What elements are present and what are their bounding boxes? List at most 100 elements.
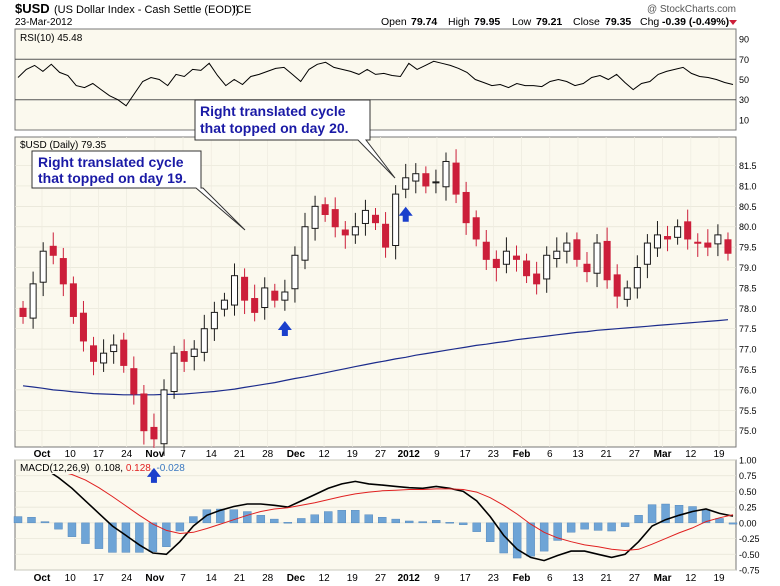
x-tick-label: Dec [287,573,306,584]
candle-body [79,312,87,342]
candle-body [361,209,369,224]
candle-body [311,205,319,229]
histogram-bar [553,522,562,541]
histogram-bar [189,516,198,524]
price-label-bg [17,139,147,151]
histogram-bar [243,511,252,524]
candle-body [593,242,601,274]
up-arrow-icon [277,321,292,336]
histogram-bar [715,518,724,524]
low-label: Low [512,16,532,28]
rsi-y-axis: 90 70 50 30 10 [739,35,749,126]
candle-body [724,239,732,254]
x-tick-label: 9 [434,573,440,584]
candle-body [613,274,621,297]
macd-panel [14,459,737,571]
x-tick-label: 2012 [398,449,421,460]
histogram-bar [418,521,427,524]
candle-body [603,240,611,281]
signal-line-series [17,469,734,552]
histogram-bar [634,515,643,524]
up-arrow-icon [146,467,161,483]
histogram-bar [27,517,36,524]
candle-body [90,345,98,362]
candle-body [39,250,47,283]
histogram-bar [351,510,360,524]
candle-body [69,283,77,317]
x-tick-label: 7 [180,449,186,460]
annotation-day-19: Right translated cycle that topped on da… [31,150,246,231]
candle-body [694,241,702,244]
price-tick-label: 80.0 [739,222,757,232]
x-tick-label: 6 [547,449,553,460]
callout-box [194,99,396,179]
x-axis-macd: Oct 10 17 24 Nov 7 14 21 28 Dec 12 19 27 2012 9 17 23 Feb… [34,573,725,584]
x-tick-label: 10 [65,573,77,584]
x-tick-label: 28 [262,573,274,584]
candle-body [714,234,722,245]
x-tick-label: 21 [601,573,613,584]
rsi-panel [14,28,737,131]
histogram-bar [175,522,185,532]
histogram-bar [54,522,63,530]
x-tick-label: 7 [180,573,186,584]
rsi-label-bg [17,31,115,43]
x-tick-label: 19 [347,449,359,460]
candle-body [251,298,259,313]
candle-body [271,290,279,301]
x-tick-label: 19 [347,573,359,584]
x-tick-label: 6 [547,573,553,584]
candle-body [59,258,67,285]
candle-body [623,287,631,300]
histogram-bar [661,503,670,524]
candle-body [643,242,651,265]
candle-body [120,339,128,366]
candle-body [180,351,188,362]
x-tick-label: 2012 [398,573,421,584]
candle-body [462,191,470,224]
histogram-bar [566,522,576,533]
candle-body [512,255,521,260]
candle-body [452,162,460,195]
callout-text-line2: that topped on day 20. [200,120,349,136]
macd-tick-label: 0.25 [739,503,757,513]
price-y-axis: 81.5 81.0 80.5 80.0 79.5 79.0 78.5 78.0 77.5 77.0… [739,161,757,436]
candle-body [653,234,661,249]
candle-body [492,258,500,269]
candle-body [583,263,591,273]
histogram-bar [148,522,158,552]
x-tick-label: 24 [121,573,133,584]
candle-body [664,236,672,240]
histogram-bar [283,522,293,524]
annotation-day-20: Right translated cycle that topped on da… [194,99,396,179]
histogram-bar [391,518,400,524]
candle-body [261,287,269,308]
candle-body [382,223,390,248]
candle-body [684,221,692,240]
low-value: 79.21 [536,16,562,28]
candle-body [553,250,561,260]
rsi-line [17,60,734,107]
price-tick-label: 78.5 [739,283,757,293]
macd-label: MACD(12,26,9) 0.108, 0.128, -0.028 [20,463,185,474]
candle-body [220,299,228,310]
histogram-bar [647,504,657,524]
x-tick-label: 14 [206,573,218,584]
candle-body [392,193,400,247]
x-tick-label: 21 [234,449,246,460]
x-tick-label: Nov [145,573,164,584]
histogram-bar [94,522,104,549]
rsi-series [17,60,734,107]
callout-text-line1: Right translated cycle [200,103,346,119]
cycle-low-markers [146,206,413,483]
price-tick-label: 76.0 [739,385,757,395]
x-tick-label: 12 [685,449,697,460]
price-tick-label: 79.5 [739,243,757,253]
candle-body [321,204,329,215]
histogram-bar [701,510,711,524]
candle-body [100,352,108,364]
x-tick-label: 9 [434,449,440,460]
candle-body [633,267,641,289]
histogram-bar [405,520,414,524]
macd-label-name: MACD(12,26,9) [20,463,89,474]
